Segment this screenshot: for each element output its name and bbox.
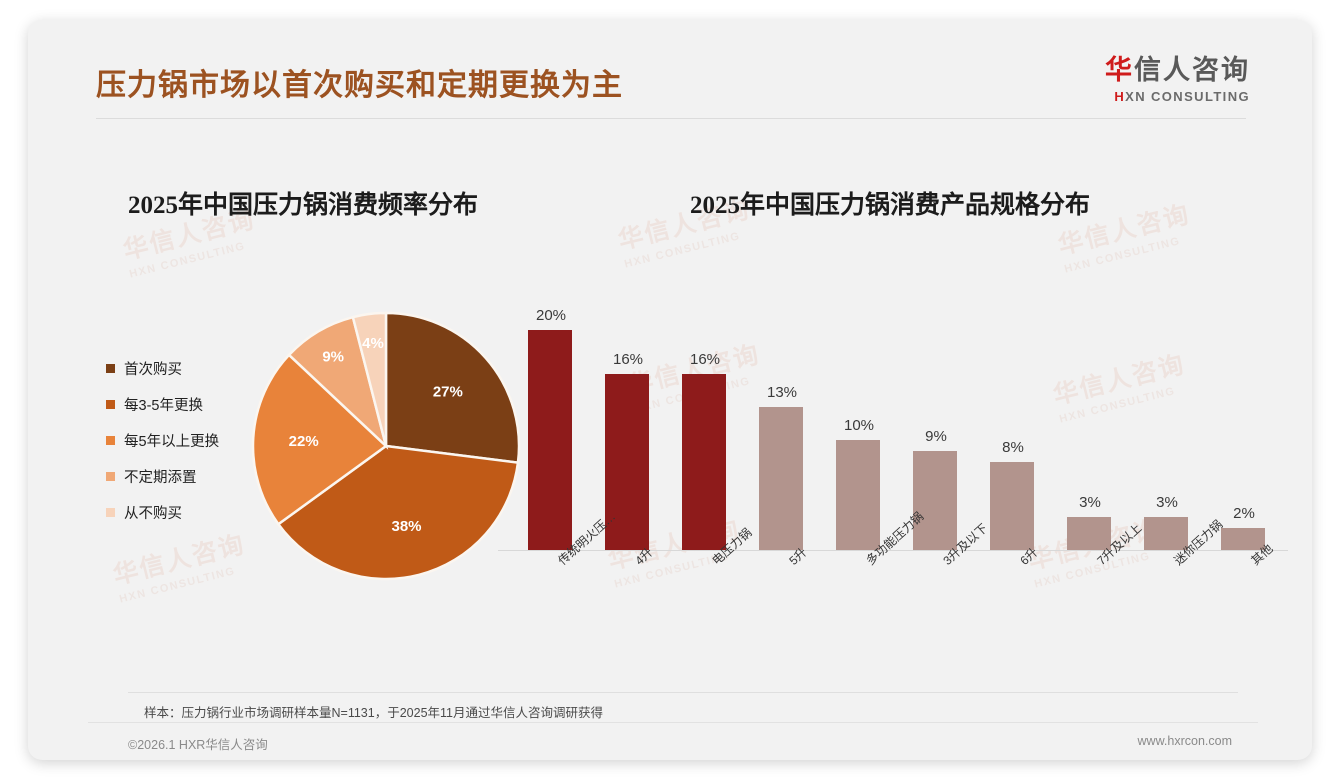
bar-column[interactable]: 16% [597, 288, 659, 550]
slide-canvas: 压力锅市场以首次购买和定期更换为主 华信人咨询 HXN CONSULTING 华… [28, 20, 1312, 760]
bar-value-label: 9% [925, 428, 947, 445]
legend-item-label: 不定期添置 [124, 469, 197, 486]
title-divider [96, 118, 1246, 119]
pie-slice[interactable] [351, 311, 388, 447]
sample-footnote: 样本：压力锅行业市场调研样本量N=1131，于2025年11月通过华信人咨询调研… [144, 706, 603, 720]
pie-slice-value-label: 38% [391, 518, 421, 535]
pie-slice-value-label: 9% [322, 349, 344, 366]
logo-chinese-text: 华信人咨询 [1105, 55, 1250, 86]
logo-english-text: HXN CONSULTING [1105, 89, 1250, 104]
pie-legend-item[interactable]: 首次购买 [106, 350, 219, 386]
pie-legend-item[interactable]: 不定期添置 [106, 458, 219, 494]
bar-plot-area: 20% 16% 16% 13% 10% 9% 8% 3% 3% 2% [498, 288, 1288, 550]
bar-column[interactable]: 8% [982, 288, 1044, 550]
bar-rect[interactable] [1221, 528, 1265, 550]
bar-value-label: 20% [535, 307, 567, 324]
watermark-english: HXN CONSULTING [128, 240, 247, 281]
bar-value-label: 8% [1002, 439, 1024, 456]
bar-chart-title: 2025年中国压力锅消费产品规格分布 [690, 192, 1091, 219]
watermark-english: HXN CONSULTING [623, 230, 742, 271]
company-logo: 华信人咨询 HXN CONSULTING [1105, 55, 1250, 104]
footnote-divider [128, 692, 1238, 693]
logo-cn-rest: 信人咨询 [1134, 55, 1250, 85]
bar-value-label: 16% [689, 351, 721, 368]
bar-rect[interactable] [605, 374, 649, 550]
pie-slice-value-label: 27% [433, 383, 463, 400]
bar-rect[interactable] [1144, 517, 1188, 550]
footer-divider [88, 722, 1258, 723]
website-url[interactable]: www.hxrcon.com [1137, 734, 1232, 748]
logo-en-rest: XN CONSULTING [1125, 88, 1250, 104]
pie-chart-svg: 27% 38% 22% 9% 4% [251, 311, 521, 581]
slide-header: 压力锅市场以首次购买和定期更换为主 华信人咨询 HXN CONSULTING [28, 20, 1312, 119]
bar-chart: 20% 16% 16% 13% 10% 9% 8% 3% 3% 2% 传统明火压… 4升 电压力锅 5升… [498, 288, 1288, 588]
bar-column[interactable]: 2% [1213, 288, 1275, 550]
legend-color-swatch [106, 471, 115, 481]
bar-column[interactable]: 3% [1136, 288, 1198, 550]
bar-column[interactable]: 9% [905, 288, 967, 550]
pie-legend-item[interactable]: 每3-5年更换 [106, 386, 219, 422]
bar-column[interactable]: 3% [1059, 288, 1121, 550]
bar-value-label: 13% [766, 384, 798, 401]
legend-item-label: 每5年以上更换 [124, 433, 220, 450]
bar-column[interactable]: 10% [828, 288, 890, 550]
legend-color-swatch [106, 363, 115, 373]
bar-column[interactable]: 16% [674, 288, 736, 550]
pie-slice-value-label: 22% [289, 433, 319, 450]
copyright-text: ©2026.1 HXR华信人咨询 [128, 738, 268, 752]
bar-rect[interactable] [990, 462, 1034, 550]
bar-value-label: 16% [612, 351, 644, 368]
bar-rect[interactable] [913, 451, 957, 550]
page-title: 压力锅市场以首次购买和定期更换为主 [96, 69, 623, 102]
pie-slice[interactable] [251, 353, 388, 526]
bar-value-label: 10% [843, 417, 875, 434]
bar-rect[interactable] [836, 440, 880, 550]
bar-value-label: 2% [1233, 505, 1255, 522]
watermark-english: HXN CONSULTING [1063, 235, 1182, 276]
legend-item-label: 从不购买 [124, 505, 182, 522]
bar-rect[interactable] [528, 330, 572, 550]
pie-legend: 首次购买每3-5年更换 每5年以上更换 不定期添置从不购买 [106, 350, 219, 530]
bar-value-label: 3% [1079, 494, 1101, 511]
logo-cn-accent-char: 华 [1105, 55, 1134, 85]
legend-color-swatch [106, 507, 115, 517]
legend-color-swatch [106, 399, 115, 409]
bar-rect[interactable] [682, 374, 726, 550]
pie-legend-item[interactable]: 每5年以上更换 [106, 422, 219, 458]
pie-slice[interactable] [384, 311, 521, 465]
legend-color-swatch [106, 435, 115, 445]
pie-chart: 首次购买每3-5年更换 每5年以上更换 不定期添置从不购买 27% 38% 22% 9% 4… [86, 290, 536, 590]
logo-en-accent-char: H [1114, 88, 1126, 104]
pie-legend-item[interactable]: 从不购买 [106, 494, 219, 530]
pie-chart-title: 2025年中国压力锅消费频率分布 [128, 192, 479, 219]
legend-item-label: 每3-5年更换 [124, 397, 203, 414]
legend-item-label: 首次购买 [124, 361, 182, 378]
pie-slice-value-label: 4% [362, 335, 384, 352]
bar-value-label: 3% [1156, 494, 1178, 511]
bar-column[interactable]: 13% [751, 288, 813, 550]
bar-baseline-axis [498, 550, 1288, 551]
bar-rect[interactable] [759, 407, 803, 550]
bar-rect[interactable] [1067, 517, 1111, 550]
pie-slice[interactable] [276, 444, 520, 581]
bar-column[interactable]: 20% [520, 288, 582, 550]
